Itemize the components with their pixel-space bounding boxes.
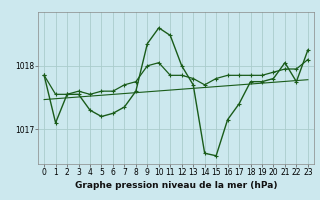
X-axis label: Graphe pression niveau de la mer (hPa): Graphe pression niveau de la mer (hPa): [75, 181, 277, 190]
